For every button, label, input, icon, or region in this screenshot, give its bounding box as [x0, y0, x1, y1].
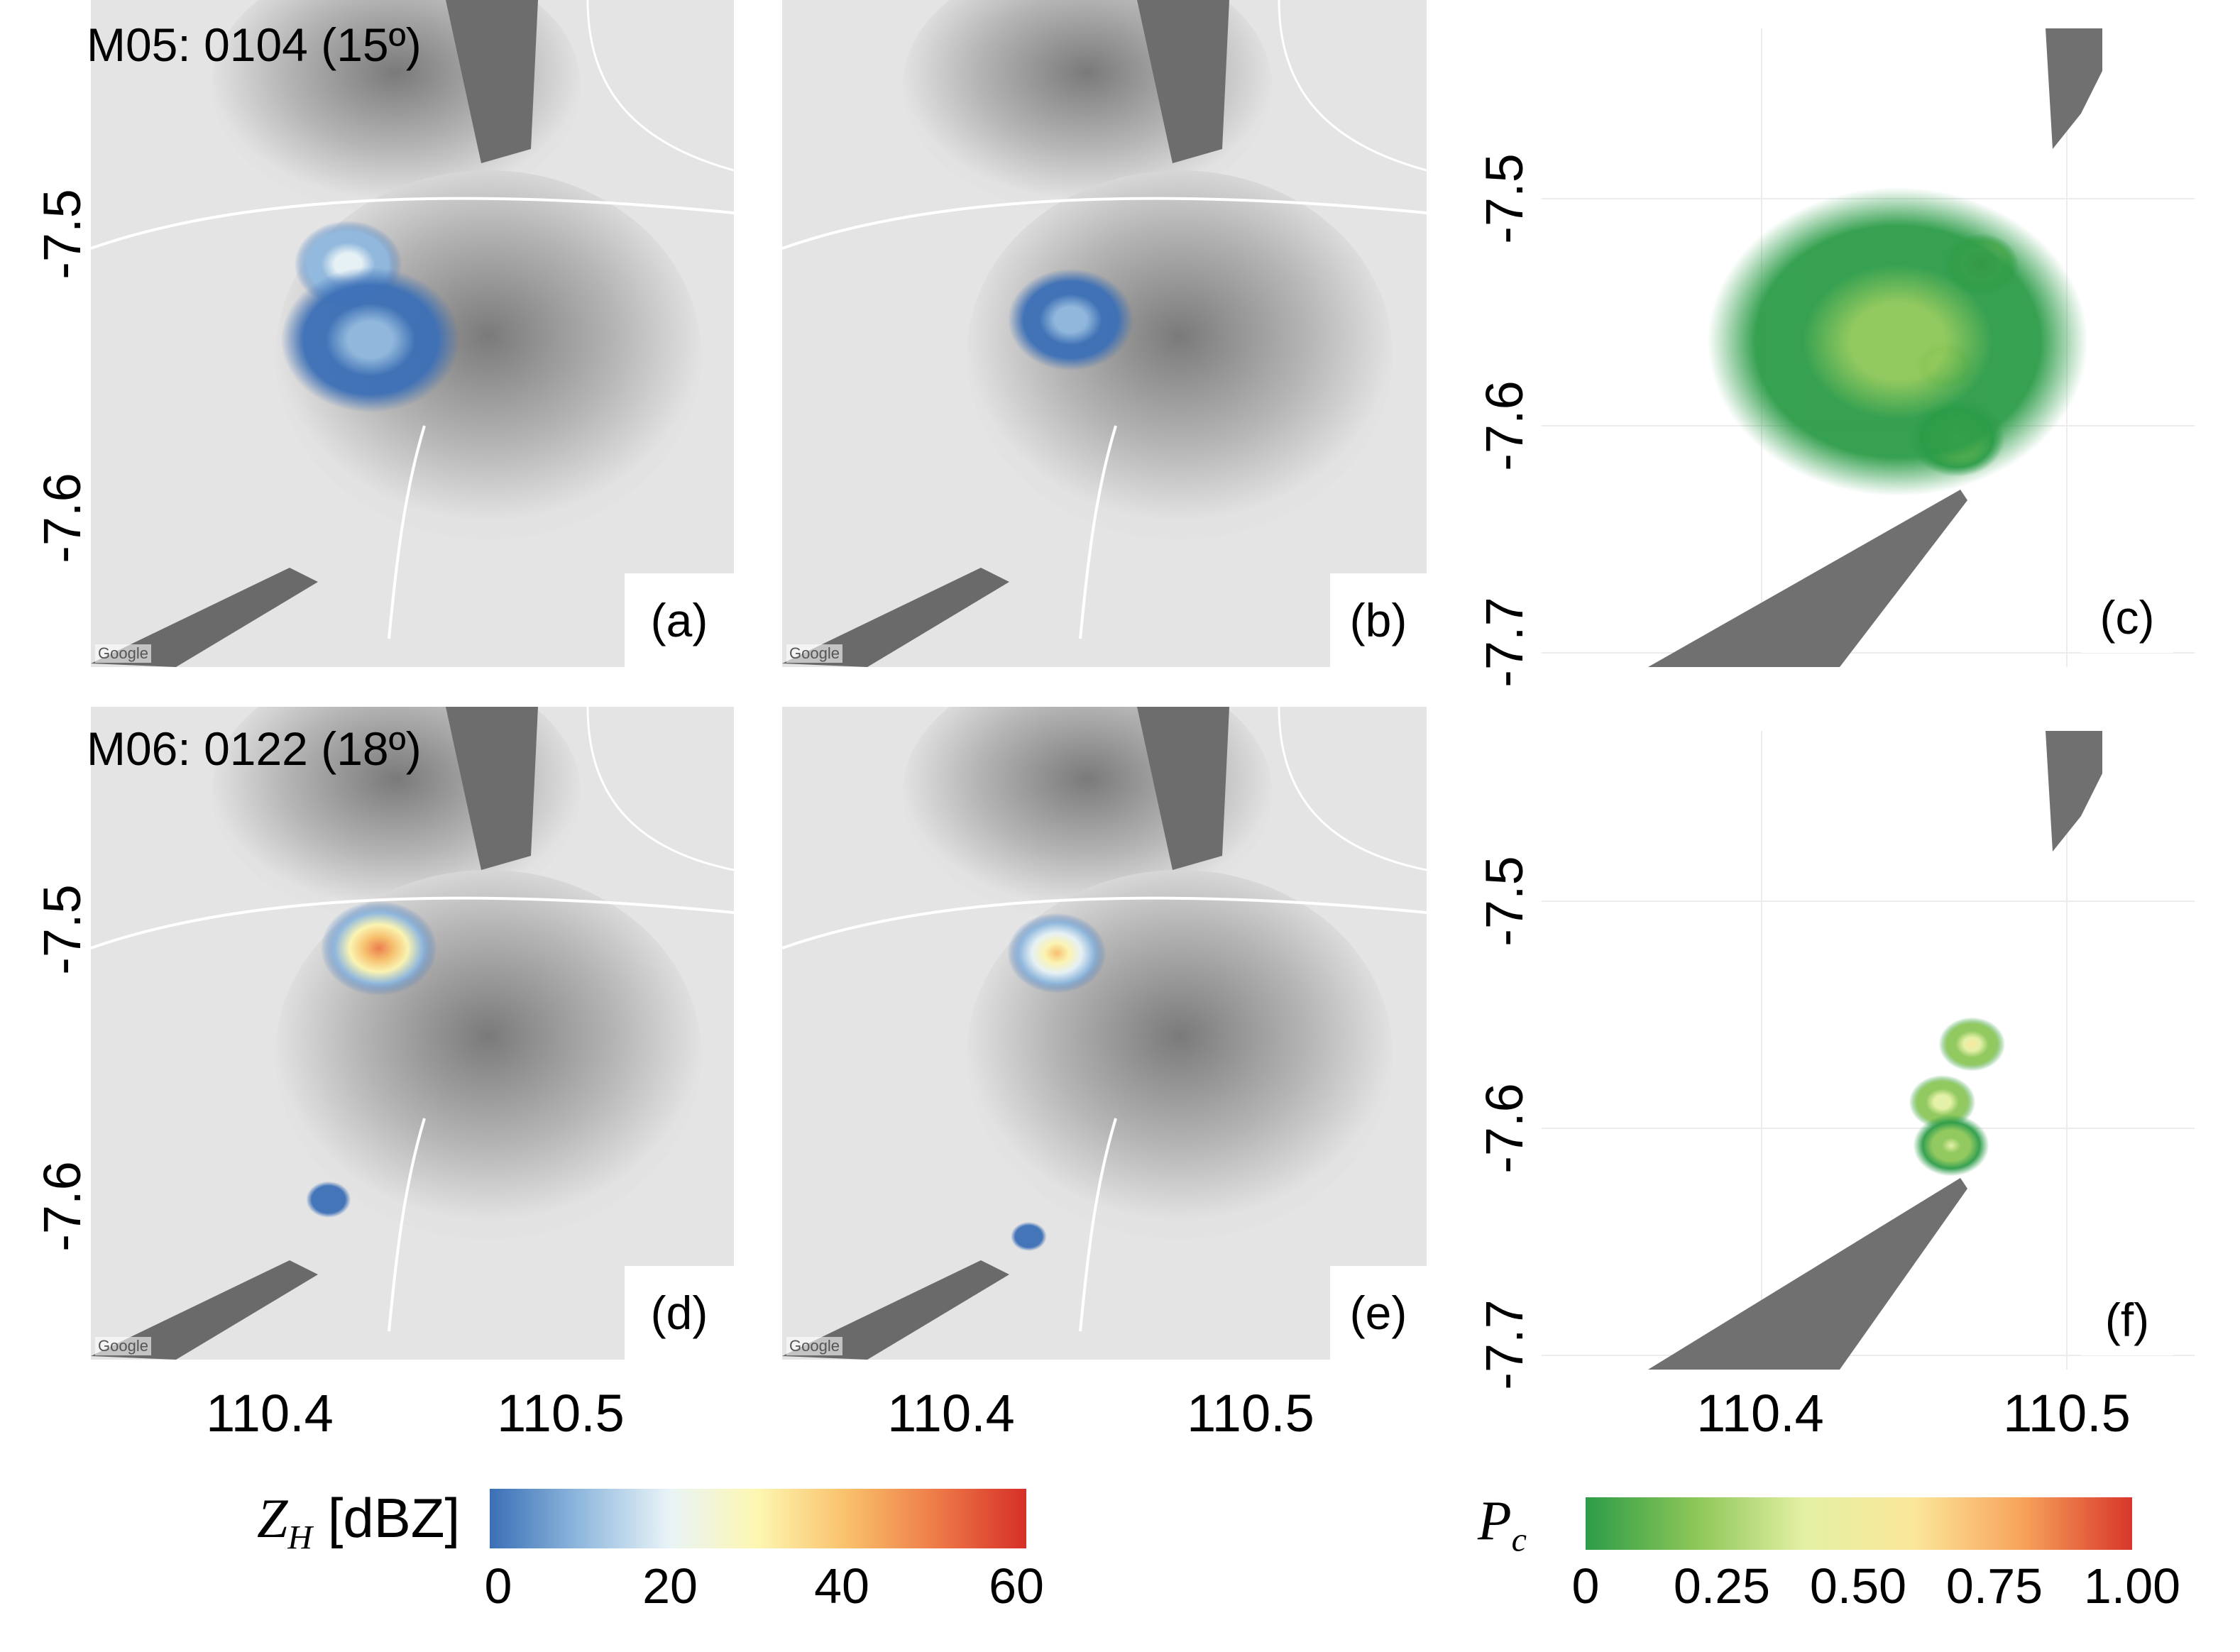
- zh-label-sub: H: [287, 1519, 313, 1557]
- pc-tick-0: 0: [1571, 1558, 1600, 1614]
- xtick-f-110.5: 110.5: [2003, 1384, 2131, 1443]
- pc-colorbar-label: Pc: [1478, 1493, 1527, 1558]
- panel-f-canvas: [1542, 731, 2195, 1370]
- pc-label-sub: c: [1511, 1521, 1527, 1559]
- zh-tick-0: 0: [484, 1558, 512, 1614]
- panel-e-terrain: [782, 707, 1427, 1360]
- ytick-c-7.5: -7.5: [1475, 153, 1534, 244]
- panel-a-map: Google (a): [91, 0, 734, 667]
- pc-tick-0.25: 0.25: [1673, 1558, 1771, 1614]
- ytick-c-7.7: -7.7: [1475, 597, 1534, 688]
- row-title-bottom: M06: 0122 (18º): [87, 722, 422, 775]
- xtick-f-110.4: 110.4: [1696, 1384, 1824, 1443]
- panel-b-map: Google (b): [782, 0, 1427, 667]
- panel-f-echo-blob-2: [1913, 1114, 1989, 1177]
- panel-d-map: Google (d): [91, 707, 734, 1360]
- ytick-row2-7.5: -7.5: [33, 884, 92, 975]
- panel-c-label: (c): [2081, 582, 2173, 653]
- panel-e-data-layer: [1007, 913, 1107, 1251]
- panel-d-google-credit: Google: [95, 1337, 151, 1355]
- zh-label-symbol: Z: [257, 1487, 288, 1549]
- panel-b-data-layer: [1008, 268, 1134, 371]
- pc-colorbar: [1586, 1497, 2132, 1550]
- pc-tick-1.00: 1.00: [2083, 1558, 2181, 1614]
- pc-label-symbol: P: [1478, 1489, 1512, 1551]
- xtick-e-110.5: 110.5: [1187, 1384, 1314, 1443]
- panel-d-data-layer: [306, 901, 437, 1218]
- zh-tick-40: 40: [814, 1558, 869, 1614]
- panel-b-google-credit: Google: [786, 644, 842, 663]
- panel-f-plot: (f): [1542, 731, 2195, 1370]
- xtick-d-110.5: 110.5: [497, 1384, 625, 1443]
- panel-e-echo-blob-0: [1007, 913, 1107, 993]
- ytick-f-7.7: -7.7: [1475, 1299, 1534, 1390]
- panel-a-label: (a): [625, 573, 734, 667]
- ytick-f-7.5: -7.5: [1475, 856, 1534, 947]
- pc-tick-0.75: 0.75: [1945, 1558, 2043, 1614]
- panel-c-plot: (c): [1542, 28, 2195, 667]
- xtick-d-110.4: 110.4: [206, 1384, 334, 1443]
- zh-colorbar: [490, 1489, 1026, 1548]
- row-title-top: M05: 0104 (15º): [87, 18, 422, 71]
- panel-f-data-layer: [1909, 1017, 2006, 1177]
- panel-d-echo-blob-1: [306, 1181, 351, 1218]
- panel-b-echo-blob-0: [1008, 268, 1134, 371]
- panel-d-terrain: [91, 707, 734, 1360]
- panel-a-data-layer: [280, 221, 460, 413]
- panel-a-google-credit: Google: [95, 644, 151, 663]
- ytick-c-7.6: -7.6: [1475, 380, 1534, 471]
- ytick-row1-7.6: -7.6: [33, 473, 92, 563]
- zh-tick-20: 20: [642, 1558, 698, 1614]
- ytick-f-7.6: -7.6: [1475, 1083, 1534, 1174]
- panel-b-terrain: [782, 0, 1427, 667]
- panel-e-google-credit: Google: [786, 1337, 842, 1355]
- xtick-e-110.4: 110.4: [887, 1384, 1015, 1443]
- zh-colorbar-label: ZH [dBZ]: [257, 1490, 460, 1555]
- panel-d-echo-blob-0: [320, 901, 437, 996]
- panel-a-terrain: [91, 0, 734, 667]
- panel-b-label: (b): [1330, 573, 1427, 667]
- panel-e-label: (e): [1330, 1266, 1427, 1360]
- panel-d-label: (d): [625, 1266, 734, 1360]
- panel-e-map: Google (e): [782, 707, 1427, 1360]
- panel-e-echo-blob-1: [1011, 1221, 1047, 1251]
- panel-a-echo-blob-1: [280, 267, 460, 413]
- zh-label-unit: [dBZ]: [312, 1487, 461, 1549]
- panel-c-canvas: [1542, 28, 2195, 667]
- zh-tick-60: 60: [989, 1558, 1044, 1614]
- panel-c-data-layer: [1708, 187, 2088, 496]
- ytick-row1-7.5: -7.5: [33, 189, 92, 280]
- panel-c-echo-blob-3: [1708, 187, 2088, 496]
- ytick-row2-7.6: -7.6: [33, 1161, 92, 1252]
- panel-f-echo-blob-0: [1938, 1017, 2006, 1072]
- pc-tick-0.50: 0.50: [1809, 1558, 1907, 1614]
- panel-f-label: (f): [2081, 1284, 2173, 1355]
